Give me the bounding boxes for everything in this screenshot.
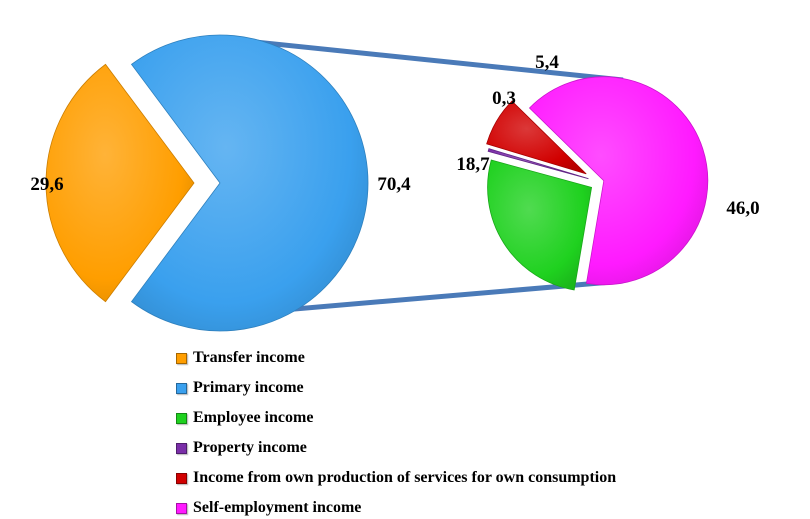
legend-label: Property income: [193, 439, 307, 456]
data-label-transfer-income: 29,6: [30, 174, 63, 195]
legend-label: Primary income: [193, 379, 304, 396]
legend-item-primary-income: Primary income: [176, 373, 616, 403]
legend-swatch: [176, 412, 187, 424]
legend-swatch: [176, 352, 187, 364]
legend-swatch: [176, 442, 187, 454]
legend-item-transfer-income: Transfer income: [176, 343, 616, 373]
legend-label: Transfer income: [193, 349, 305, 366]
slice-property-income: [487, 148, 589, 180]
legend-swatch: [176, 472, 187, 484]
secondary-pie: [486, 76, 709, 291]
connector-lines: [235, 37, 624, 317]
data-label-primary-income: 70,4: [377, 174, 411, 195]
connector-line-top: [235, 37, 624, 83]
slice-primary-income: [130, 34, 369, 332]
legend-item-self-employment-income: Self-employment income: [176, 493, 616, 519]
slice-income-from-own-production-of-services-for-own-consumption: [486, 100, 587, 175]
legend-item-property-income: Property income: [176, 433, 616, 463]
data-labels: 29,6 70,4 18,7 0,3 5,4 46,0: [30, 52, 759, 219]
slice-transfer-income: [45, 63, 195, 303]
legend-label: Income from own production of services f…: [193, 469, 617, 486]
legend-label: Employee income: [193, 409, 314, 426]
slice-employee-income: [487, 159, 593, 291]
slice-self-employment-income: [528, 76, 709, 286]
connector-line-bottom: [235, 278, 624, 317]
main-pie: [45, 34, 369, 332]
legend-swatch: [176, 502, 187, 514]
legend-item-own-production-income: Income from own production of services f…: [176, 463, 616, 493]
data-label-property-income: 0,3: [492, 88, 516, 109]
legend-label: Self-employment income: [193, 499, 362, 516]
data-label-income-from-own-production-of-services-for-own-consumption: 5,4: [535, 52, 559, 73]
data-label-employee-income: 18,7: [456, 154, 490, 175]
data-label-self-employment-income: 46,0: [726, 198, 759, 219]
legend: Transfer income Primary income Employee …: [176, 343, 616, 519]
legend-item-employee-income: Employee income: [176, 403, 616, 433]
legend-swatch: [176, 382, 187, 394]
